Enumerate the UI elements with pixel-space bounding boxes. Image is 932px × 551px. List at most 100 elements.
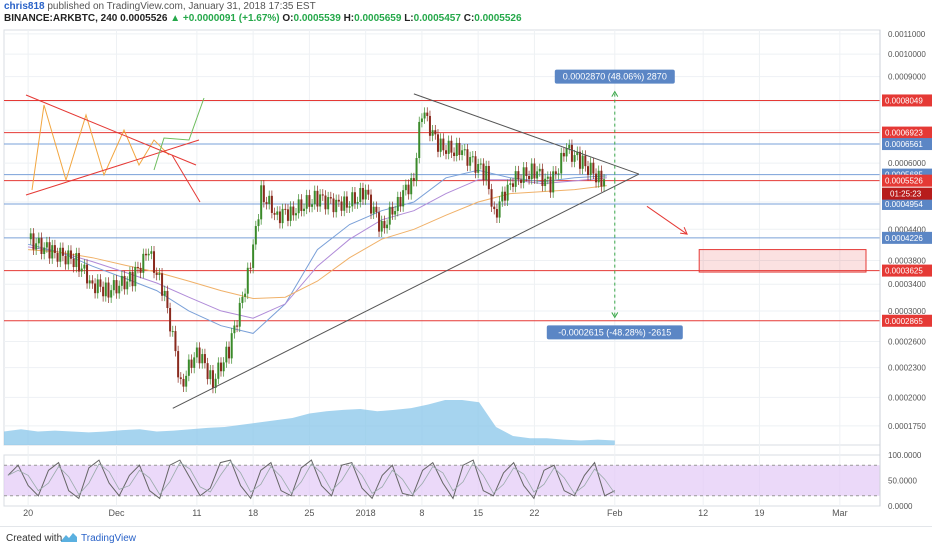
level-label: 0.0006561: [885, 140, 923, 149]
candle-body: [78, 253, 81, 272]
candle-body: [455, 142, 458, 156]
candle-body: [118, 285, 121, 294]
candle-body: [501, 191, 504, 202]
candle-body: [340, 201, 343, 211]
candle-body: [327, 197, 330, 210]
candle-body: [474, 156, 477, 173]
level-label: 0.0008049: [885, 96, 923, 105]
candle-body: [570, 144, 573, 162]
candle-body: [64, 255, 67, 265]
author-name[interactable]: chris818: [4, 1, 45, 12]
candle-body: [445, 150, 448, 154]
level-label: 0.0004954: [885, 200, 923, 209]
symbol-label: BINANCE:ARKBTC, 240: [4, 13, 118, 24]
candle-body: [102, 286, 105, 297]
price-chart[interactable]: 20 Dec 11 18 25 2018 8 15 22 Feb 12 19 Mar 0.0011000 0…: [0, 0, 932, 526]
pattern-upper-line: [25, 94, 197, 166]
level-label: 0.0003625: [885, 267, 923, 276]
x-tick-label: Dec: [109, 508, 126, 518]
y-tick-label: 0.0004400: [888, 225, 926, 234]
candle-body: [51, 245, 54, 259]
candle-body: [600, 170, 603, 187]
candle-body: [219, 362, 222, 372]
candle-body: [273, 212, 276, 215]
candle-body: [420, 118, 423, 122]
candle-body: [110, 290, 113, 298]
candle-body: [300, 199, 303, 212]
projection-arrow-line: [646, 205, 688, 235]
candle-body: [86, 264, 89, 284]
candle-body: [439, 138, 442, 152]
x-tick-label: 8: [419, 508, 424, 518]
candle-body: [313, 190, 316, 205]
candle-body: [517, 171, 520, 180]
candle-body: [321, 194, 324, 196]
rsi-tick-label: 0.0000: [888, 502, 913, 511]
candle-body: [568, 144, 571, 149]
level-label: 0.0002865: [885, 317, 923, 326]
pattern-breakout-up: [153, 97, 205, 171]
candle-body: [493, 206, 496, 210]
candle-body: [153, 251, 156, 273]
candle-body: [45, 242, 48, 248]
ohlc-close: 0.0005526: [474, 13, 522, 24]
last-price: 0.0005526: [120, 13, 168, 24]
candle-body: [292, 206, 295, 216]
level-label-box: [882, 197, 932, 210]
x-tick-label: 22: [529, 508, 539, 518]
rsi-tick-label: 100.0000: [888, 451, 922, 460]
candle-body: [396, 196, 399, 212]
candle-body: [83, 264, 86, 269]
candle-body: [281, 208, 284, 224]
candle-body: [136, 266, 139, 268]
candle-body: [169, 308, 172, 332]
candle-body: [80, 268, 83, 272]
candle-body: [311, 204, 314, 207]
candle-body: [88, 280, 91, 284]
price-change: ▲ +0.0000091 (+1.67%): [170, 13, 280, 24]
candle-body: [268, 195, 271, 205]
y-tick-label: 0.0001750: [888, 422, 926, 431]
resistance-trendline: [413, 93, 640, 175]
candle-body: [562, 152, 565, 157]
candle-body: [201, 354, 204, 364]
candle-body: [182, 378, 185, 387]
candle-body: [297, 199, 300, 214]
candle-body: [303, 208, 306, 212]
candle-body: [222, 362, 225, 372]
measure-down-box: [546, 325, 683, 340]
level-label-box: [882, 231, 932, 244]
ohlc-l-label: L:: [404, 13, 414, 24]
rsi-tick-label: 50.0000: [888, 477, 917, 486]
candle-body: [536, 171, 539, 179]
y-tick-label: 0.0002300: [888, 364, 926, 373]
candle-body: [434, 130, 437, 135]
x-tick-label: 25: [304, 508, 314, 518]
candle-body: [254, 226, 257, 245]
candle-body: [29, 233, 32, 240]
candle-body: [241, 296, 244, 303]
candle-body: [260, 185, 263, 220]
candle-body: [592, 162, 595, 174]
candle-body: [423, 112, 426, 119]
candle-body: [284, 208, 287, 210]
x-tick-label: 20: [23, 508, 33, 518]
candle-body: [428, 115, 431, 136]
candle-body: [278, 211, 281, 224]
candle-body: [246, 267, 249, 294]
publish-line: chris818 published on TradingView.com, J…: [4, 1, 316, 12]
candle-body: [211, 370, 214, 388]
tradingview-brand[interactable]: TradingView: [81, 533, 137, 544]
candle-body: [139, 267, 142, 273]
candle-body: [217, 362, 220, 379]
candle-body: [514, 171, 517, 187]
candle-body: [128, 271, 131, 282]
candle-body: [458, 142, 461, 156]
candle-body: [40, 237, 43, 254]
pattern-breakdown: [171, 154, 201, 203]
ohlc-open: 0.0005539: [293, 13, 341, 24]
candle-body: [359, 188, 362, 203]
x-tick-label: 18: [248, 508, 258, 518]
candle-body: [380, 220, 383, 232]
measure-up-arrow: [611, 90, 619, 97]
